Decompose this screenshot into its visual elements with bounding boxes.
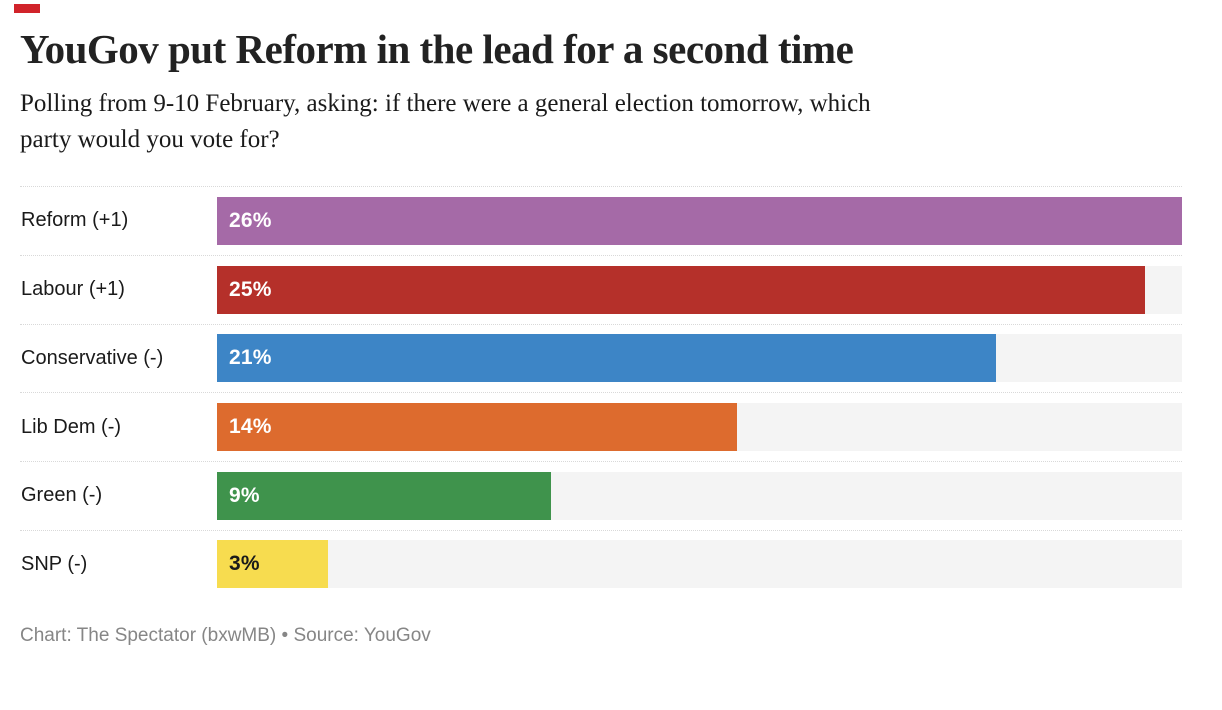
category-label: Labour (+1) (21, 278, 125, 301)
category-label: Reform (+1) (21, 209, 129, 232)
category-label: Green (-) (21, 484, 103, 507)
bar-chart: Reform (+1) 26% Labour (+1) 25% Conserva… (20, 186, 1182, 598)
bar: 14% (217, 403, 737, 452)
category-label: SNP (-) (21, 552, 88, 575)
bar-track: 25% (217, 265, 1182, 314)
bar-track: 14% (217, 403, 1182, 452)
bar-track: 21% (217, 334, 1182, 383)
chart-rows: Reform (+1) 26% Labour (+1) 25% Conserva… (20, 186, 1182, 598)
bar: 26% (217, 196, 1182, 245)
bar: 9% (217, 471, 552, 520)
spectator-brand-mark-icon (14, 4, 40, 13)
value-label: 14% (229, 415, 272, 439)
value-label: 21% (229, 346, 272, 370)
value-label: 25% (229, 277, 272, 301)
chart-title: YouGov put Reform in the lead for a seco… (20, 26, 854, 72)
value-label: 26% (229, 208, 272, 232)
chart-row: Conservative (-) 21% (20, 323, 1182, 393)
category-label: Lib Dem (-) (21, 415, 122, 438)
chart-row: Green (-) 9% (20, 460, 1182, 530)
chart-subtitle: Polling from 9-10 February, asking: if t… (20, 90, 871, 153)
attribution-text: Chart: The Spectator (bxwMB) • Source: Y… (20, 625, 431, 647)
bar: 3% (217, 540, 329, 589)
chart-row: Labour (+1) 25% (20, 254, 1182, 324)
chart-row: Reform (+1) 26% (20, 186, 1182, 255)
category-label: Conservative (-) (21, 346, 164, 369)
chart-row: Lib Dem (-) 14% (20, 392, 1182, 461)
bar: 21% (217, 334, 997, 383)
value-label: 9% (229, 483, 260, 507)
value-label: 3% (229, 552, 260, 576)
bar-track: 3% (217, 540, 1182, 589)
bar: 25% (217, 265, 1145, 314)
bar-track: 9% (217, 471, 1182, 520)
chart-row: SNP (-) 3% (20, 529, 1182, 599)
bar-track: 26% (217, 196, 1182, 245)
